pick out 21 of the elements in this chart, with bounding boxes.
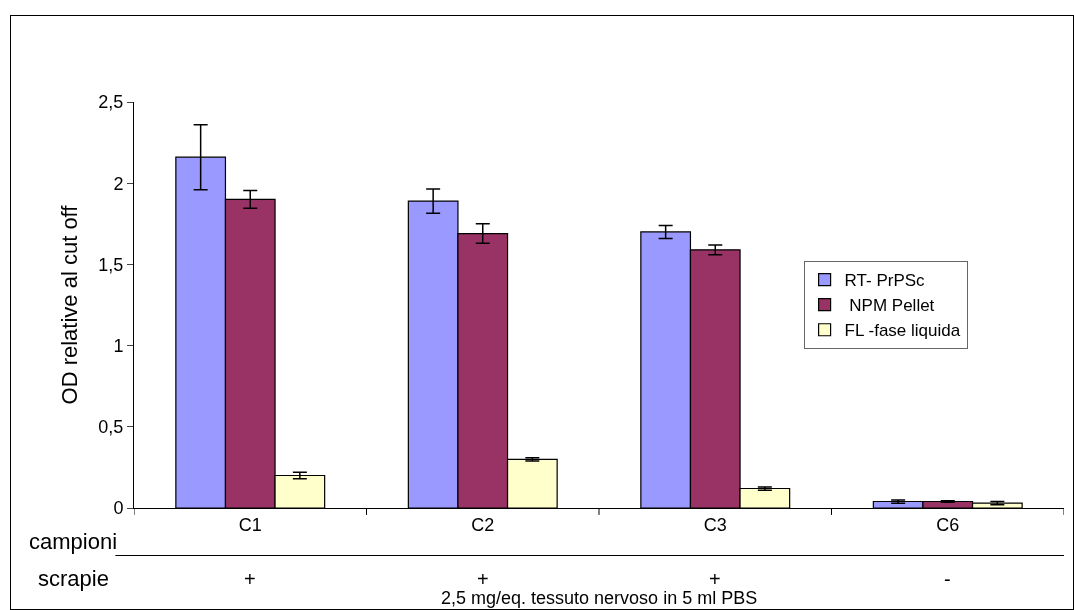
text: -	[944, 568, 951, 590]
text: 2,5 mg/eq. tessuto nervoso in 5 ml PBS	[441, 588, 758, 608]
legend-label: RT- PrPSc	[844, 271, 926, 291]
x-tick-label: C2	[471, 514, 495, 535]
text: +	[477, 568, 489, 590]
x-tick-label: C3	[703, 514, 727, 535]
x-tick-label: C6	[936, 514, 960, 535]
y-tick-label: 0,5	[98, 417, 124, 438]
y-tick-label: 2,5	[98, 92, 124, 113]
legend-label: NPM Pellet	[844, 296, 935, 316]
y-tick-label: 1	[113, 335, 124, 356]
y-tick-label: 1,5	[98, 254, 124, 275]
text: +	[244, 568, 256, 590]
text: +	[709, 568, 721, 590]
text: scrapie	[38, 566, 109, 591]
y-axis-title: OD relative al cut off	[57, 204, 83, 405]
y-tick-label: 2	[113, 173, 124, 194]
y-tick-label: 0	[113, 498, 124, 519]
legend-label: FL -fase liquida	[844, 321, 961, 341]
x-tick-label: C1	[238, 514, 262, 535]
text: campioni	[29, 529, 118, 554]
